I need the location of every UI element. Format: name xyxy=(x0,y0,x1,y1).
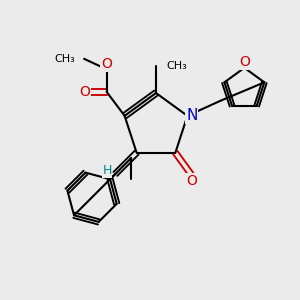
Text: CH₃: CH₃ xyxy=(54,54,75,64)
Text: CH₃: CH₃ xyxy=(167,61,187,71)
Text: N: N xyxy=(186,108,198,123)
Text: O: O xyxy=(79,85,90,99)
Text: O: O xyxy=(239,56,250,69)
Text: H: H xyxy=(102,164,112,177)
Text: O: O xyxy=(186,174,197,188)
Text: O: O xyxy=(101,57,112,71)
